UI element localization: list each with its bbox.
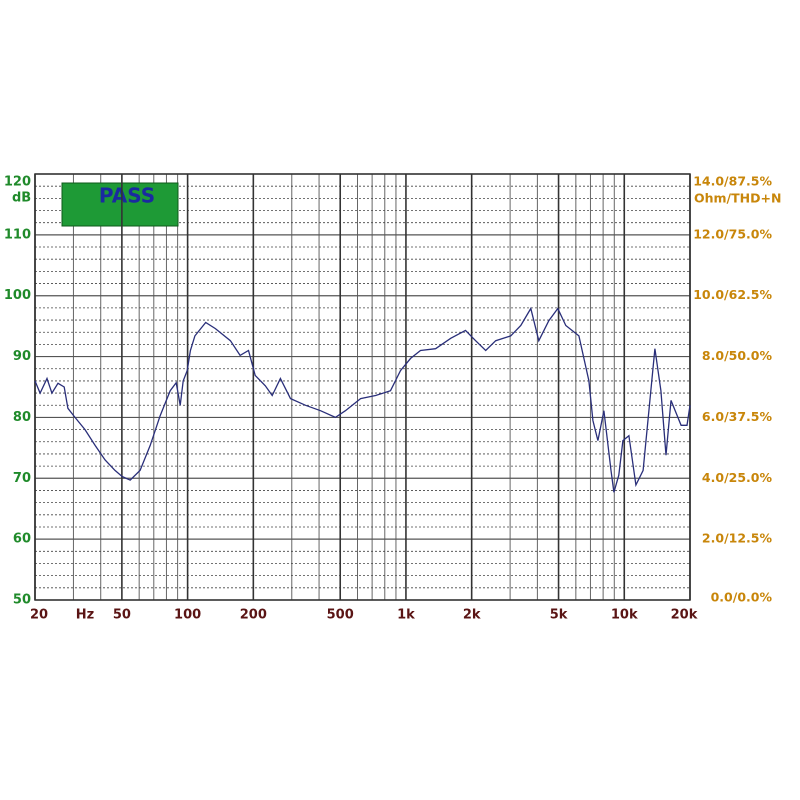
x-tick-label: 20 [30,608,48,623]
y2-tick-label: 12.0/75.0% [693,226,772,241]
y2-axis-label: Ohm/THD+N [694,191,781,206]
x-tick-label: 500 [327,608,354,623]
y-tick-label: 50 [13,593,31,608]
y-axis-label: dB [12,191,31,206]
y-tick-label: 100 [4,288,31,303]
x-tick-label: 50 [113,608,131,623]
x-tick-label: 5k [550,608,568,623]
x-tick-label: 2k [463,608,481,623]
pass-badge [61,182,179,227]
pass-text: PASS [99,184,155,208]
y-tick-label: 80 [13,410,31,425]
x-axis-label: Hz [76,608,94,623]
x-tick-label: 20k [671,608,698,623]
y-tick-label: 60 [13,532,31,547]
y-tick-label: 110 [4,227,31,242]
y-tick-label: 90 [13,349,31,364]
y2-tick-label: 14.0/87.5% [693,174,772,189]
y2-tick-label: 0.0/0.0% [711,590,773,605]
x-tick-label: 200 [240,608,267,623]
y-tick-label: 70 [13,471,31,486]
response-curve [34,306,691,493]
y2-tick-label: 8.0/50.0% [702,348,773,363]
y2-tick-label: 6.0/37.5% [702,409,773,424]
y2-tick-label: 4.0/25.0% [702,470,773,485]
x-tick-label: 1k [397,608,415,623]
y2-tick-label: 2.0/12.5% [702,531,773,546]
plot-frame [34,173,691,601]
y2-tick-label: 10.0/62.5% [693,287,772,302]
y-tick-label: 120 [4,175,31,190]
x-tick-label: 10k [611,608,638,623]
x-tick-label: 100 [174,608,201,623]
